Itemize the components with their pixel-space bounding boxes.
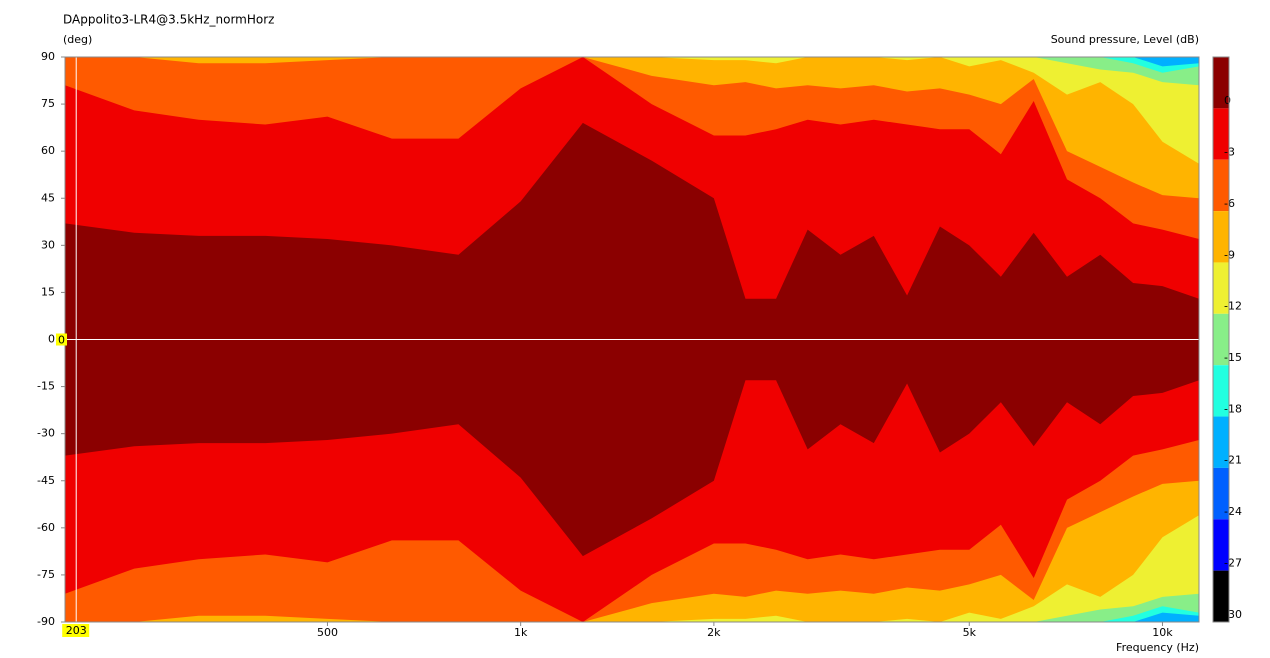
- y-axis-label: (deg): [63, 33, 92, 46]
- y-tick-label: 15: [41, 285, 55, 298]
- colorbar-label: -30: [1224, 608, 1242, 621]
- colorbar-band: [1213, 211, 1229, 263]
- colorbar-label: -27: [1224, 556, 1242, 569]
- y-tick-label: 60: [41, 144, 55, 157]
- colorbar-band: [1213, 416, 1229, 468]
- colorbar-label: -21: [1224, 454, 1242, 467]
- x-axis-label: Frequency (Hz): [1116, 641, 1199, 654]
- y-tick-label: 75: [41, 97, 55, 110]
- cursor-y-box: [56, 333, 67, 346]
- cursor-x-readout: 203: [66, 624, 87, 637]
- colorbar-band: [1213, 313, 1229, 366]
- colorbar-band: [1213, 365, 1229, 417]
- y-tick-label: -60: [37, 521, 55, 534]
- colorbar-label: -24: [1224, 505, 1242, 518]
- y-tick-label: -75: [37, 568, 55, 581]
- colorbar-band: [1213, 262, 1229, 314]
- colorbar-band: [1213, 159, 1229, 212]
- y-tick-label: 0: [48, 333, 55, 346]
- x-tick-label: 500: [317, 626, 338, 639]
- contour-area-upper: [65, 122, 1199, 340]
- y-tick-label: -30: [37, 427, 55, 440]
- y-tick-label: -45: [37, 474, 55, 487]
- x-tick-label: 10k: [1152, 626, 1173, 639]
- y-tick-label: 90: [41, 50, 55, 63]
- overlay: 90 75 60 45 30 15 0 -15 -30 -45 -60 -75 -90 500 1k 2k 5k…: [37, 50, 1242, 639]
- colorbar-label: 0: [1224, 94, 1231, 107]
- chart-title: DAppolito3-LR4@3.5kHz_normHorz: [63, 13, 274, 27]
- y-tick-label: -15: [37, 380, 55, 393]
- contour-area-lower: [65, 339, 1199, 557]
- colorbar-band: [1213, 108, 1229, 160]
- cursor-x-box: [62, 624, 90, 637]
- x-tick-label: 1k: [514, 626, 528, 639]
- plot-area: [65, 57, 1199, 622]
- colorbar-band: [1213, 57, 1229, 109]
- colorbar-band: [1213, 467, 1229, 520]
- colorbar-label: -18: [1224, 402, 1242, 415]
- colorbar-border: [1212, 56, 1230, 623]
- y-tick-label: 30: [41, 238, 55, 251]
- y-tick-label: 45: [41, 191, 55, 204]
- colorbar-label: -12: [1224, 300, 1242, 313]
- colorbar-band: [1213, 519, 1229, 571]
- colorbar-band: [1213, 570, 1229, 622]
- cursor-y-readout: 0: [58, 334, 65, 347]
- x-tick-label: 2k: [707, 626, 721, 639]
- x-tick-label: 5k: [963, 626, 977, 639]
- y-tick-label: -90: [37, 615, 55, 628]
- colorbar-label: -15: [1224, 351, 1242, 364]
- colorbar-label: Sound pressure, Level (dB): [1051, 33, 1199, 46]
